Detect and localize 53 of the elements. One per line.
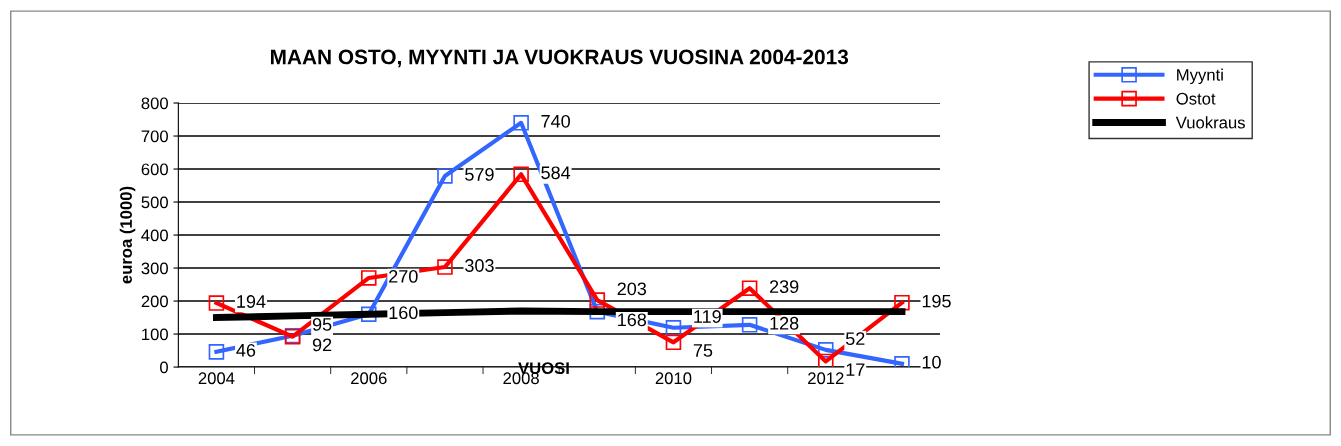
point — [513, 166, 529, 183]
data-label: 46 — [236, 343, 256, 357]
data-label: 119 — [694, 310, 721, 323]
data-label: 75 — [693, 344, 713, 357]
data-label: 579 — [465, 168, 494, 181]
y-axis-title: euroa (1000) — [119, 186, 136, 284]
x-tick-label: 2006 — [351, 372, 387, 385]
legend-label: Ostot — [1176, 92, 1216, 105]
point — [437, 259, 453, 275]
point — [741, 280, 758, 296]
point — [894, 294, 910, 311]
data-label: 740 — [541, 114, 570, 128]
y-tick-label: 800 — [141, 97, 168, 110]
point — [665, 320, 682, 336]
y-tick-label: 300 — [141, 262, 168, 275]
data-label: 584 — [541, 166, 571, 180]
point — [513, 115, 529, 131]
legend-label: Vuokraus — [1175, 116, 1245, 129]
data-label: 17 — [846, 363, 865, 376]
data-label: 10 — [922, 355, 941, 369]
point — [818, 353, 834, 368]
y-tick-label: 500 — [141, 196, 168, 209]
y-tick-label: 200 — [141, 295, 168, 308]
point — [208, 295, 225, 311]
data-label: 160 — [389, 306, 418, 320]
data-label: 303 — [465, 259, 494, 272]
legend-label: Myynti — [1177, 68, 1223, 85]
data-label: 270 — [389, 270, 418, 283]
data-label: 168 — [618, 313, 647, 327]
point — [665, 334, 682, 351]
data-label: 92 — [312, 338, 332, 352]
y-tick-label: 400 — [141, 229, 168, 242]
point — [589, 292, 606, 308]
y-tick-label: 100 — [142, 328, 168, 341]
data-label: 194 — [237, 295, 266, 308]
x-tick-label: 2012 — [808, 372, 844, 385]
data-label: 128 — [770, 316, 799, 330]
point — [741, 317, 758, 333]
data-label: 195 — [922, 294, 951, 308]
x-tick-label: 2010 — [655, 372, 692, 385]
x-tick-label: 2008 — [503, 372, 539, 385]
x-tick-label: 2004 — [198, 372, 235, 385]
point — [360, 270, 377, 286]
chart-title: MAAN OSTO, MYYNTI JA VUOKRAUS VUOSINA 2004-2013 — [270, 49, 849, 68]
data-label: 95 — [312, 318, 332, 331]
y-tick-label: 700 — [141, 130, 168, 143]
data-label: 52 — [845, 332, 865, 346]
data-label: 203 — [617, 282, 647, 296]
y-tick-label: 600 — [141, 163, 168, 176]
point — [437, 168, 453, 184]
point — [208, 344, 225, 360]
data-label: 239 — [769, 280, 799, 294]
y-tick-label: 0 — [160, 361, 168, 374]
